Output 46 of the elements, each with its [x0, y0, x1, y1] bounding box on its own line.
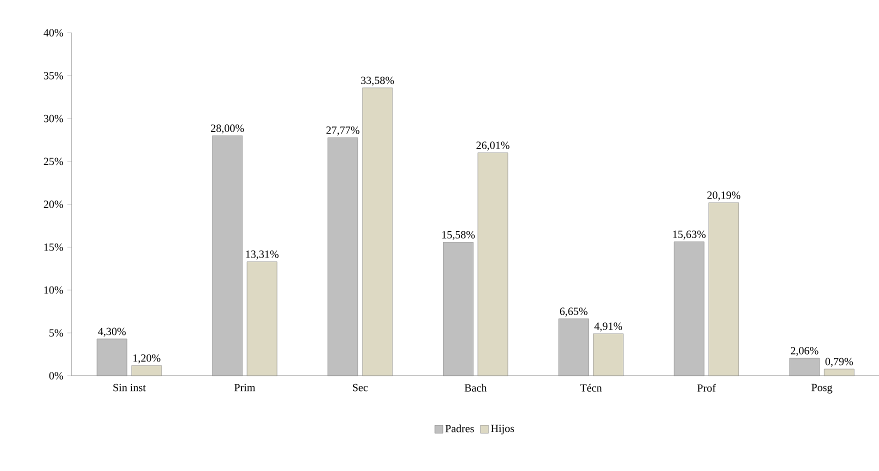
x-tick-label: Posg	[812, 384, 832, 394]
y-tick-label: 15%	[44, 243, 64, 251]
data-label: 13,31%	[246, 250, 279, 260]
y-tick-label: 35%	[44, 72, 64, 80]
legend-label: Padres	[445, 424, 474, 432]
bar	[362, 88, 393, 376]
bar	[593, 334, 624, 376]
bar	[212, 136, 243, 376]
data-label: 33,58%	[361, 76, 394, 86]
data-label: 15,63%	[673, 230, 706, 240]
x-tick-label: Técn	[580, 384, 602, 392]
y-tick-label: 0%	[49, 372, 64, 380]
bar	[96, 338, 128, 376]
data-label: 4,91%	[594, 322, 622, 332]
data-label: 2,06%	[790, 346, 818, 356]
data-label: 4,30%	[98, 328, 126, 337]
x-tick-label: Prim	[234, 384, 256, 392]
y-tick-label: 25%	[44, 158, 64, 166]
x-tick-label: Sin inst	[113, 384, 146, 392]
bar	[708, 202, 739, 376]
data-label: 6,65%	[560, 308, 588, 317]
bar	[789, 358, 820, 376]
data-label: 1,20%	[133, 354, 160, 364]
y-tick-label: 5%	[50, 329, 64, 337]
y-tick-label: 30%	[44, 114, 64, 122]
bar	[674, 242, 704, 376]
x-tick-label: Prof	[697, 384, 716, 392]
data-label: 27,77%	[326, 126, 360, 136]
data-label: 20,19%	[707, 192, 740, 200]
bar	[246, 261, 278, 376]
y-tick-label: 20%	[44, 200, 64, 208]
y-tick-label: 10%	[44, 286, 64, 294]
x-tick-label: Sec	[352, 384, 368, 392]
data-label: 15,58%	[442, 231, 475, 240]
data-label: 28,00%	[210, 124, 244, 134]
legend-label: Hijos	[491, 424, 514, 434]
bar	[131, 365, 162, 376]
data-label: 26,01%	[476, 142, 510, 151]
bar	[824, 368, 854, 376]
x-tick-label: Bach	[464, 384, 487, 392]
bar	[328, 137, 358, 376]
data-label: 0,79%	[825, 358, 853, 367]
bar	[478, 152, 508, 376]
bar	[558, 318, 589, 376]
y-tick-label: 40%	[44, 29, 64, 37]
bar	[443, 242, 474, 376]
